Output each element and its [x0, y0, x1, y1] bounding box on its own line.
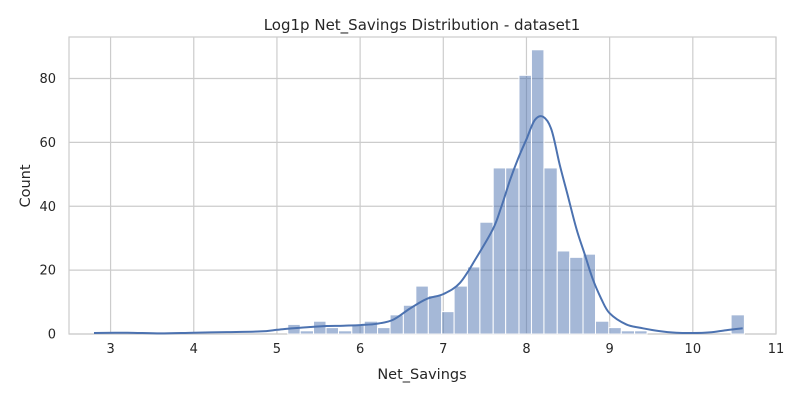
histogram-bar-17: [505, 167, 520, 335]
grid-lines: [69, 37, 777, 335]
y-tick-label-0: 0: [48, 328, 56, 343]
y-tick-label-40: 40: [39, 200, 56, 215]
histogram-bar-21: [556, 250, 571, 335]
histogram-bar-3: [325, 327, 339, 335]
x-axis-ticks: 3 4 5 6 7 8 9 10 11: [106, 342, 784, 357]
x-tick-label-10: 10: [685, 342, 702, 357]
histogram-bar-1: [299, 330, 315, 335]
histogram-bar-25: [608, 327, 622, 335]
histogram-bar-23: [582, 253, 597, 335]
histogram-bar-4: [337, 330, 353, 335]
histogram-bar-24: [595, 320, 610, 335]
histogram-bar-19: [530, 49, 545, 335]
histogram-bar-13: [453, 285, 468, 335]
kde-curve: [93, 115, 743, 335]
y-axis-ticks: 0 20 40 60 80: [39, 72, 56, 342]
x-tick-label-7: 7: [439, 342, 447, 357]
histogram-bar-7: [377, 327, 391, 335]
x-tick-label-6: 6: [356, 342, 364, 357]
histogram-bar-26: [620, 330, 636, 335]
x-axis-label: Net_Savings: [377, 367, 466, 383]
histogram-bar-18: [518, 74, 532, 335]
y-tick-label-20: 20: [39, 264, 56, 279]
chart-title: Log1p Net_Savings Distribution - dataset…: [264, 16, 581, 35]
x-tick-label-5: 5: [273, 342, 281, 357]
histogram-bars: [287, 49, 745, 335]
histogram-bar-28: [730, 314, 745, 335]
y-tick-label-60: 60: [39, 136, 56, 151]
histogram-bar-12: [441, 311, 455, 335]
histogram-bar-16: [492, 167, 507, 335]
histogram-bar-11: [427, 295, 443, 335]
y-tick-label-80: 80: [39, 72, 56, 87]
kde-curve-group: [93, 115, 743, 335]
histogram-bar-22: [569, 256, 584, 335]
histogram-bar-14: [466, 266, 481, 335]
x-tick-label-8: 8: [522, 342, 530, 357]
histogram-bar-10: [415, 285, 429, 335]
histogram-bar-27: [634, 330, 648, 335]
y-axis-label: Count: [18, 164, 34, 207]
x-tick-label-9: 9: [606, 342, 614, 357]
x-tick-label-3: 3: [106, 342, 114, 357]
x-tick-label-11: 11: [768, 342, 785, 357]
histogram-bar-20: [543, 167, 558, 335]
x-tick-label-4: 4: [190, 342, 198, 357]
